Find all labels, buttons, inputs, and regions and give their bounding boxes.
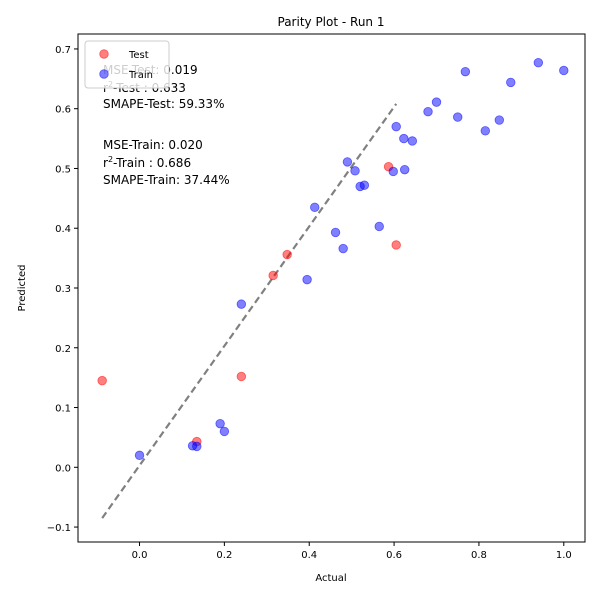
- y-tick-label: −0.1: [47, 523, 71, 534]
- train-point-26: [506, 77, 516, 88]
- axes: 0.0 0.2 0.4 0.6 0.8 1.0 −0.1 0.0 0.1 0.2 0.3 0.4 0.5…: [47, 33, 586, 561]
- y-tick-label: 0.6: [55, 105, 71, 116]
- legend-marker-train: [99, 69, 109, 79]
- train-point-10: [342, 157, 353, 167]
- test-point-0: [97, 375, 107, 386]
- train-point-17: [399, 133, 409, 144]
- legend-box: [84, 40, 170, 89]
- train-point-21: [431, 97, 442, 107]
- y-tick-label: 0.0: [55, 463, 71, 474]
- train-point-15: [388, 166, 398, 177]
- train-point-25: [494, 115, 504, 125]
- train-point-8: [330, 227, 341, 238]
- train-point-9: [338, 243, 348, 254]
- train-point-16: [391, 121, 401, 132]
- train-point-11: [350, 166, 360, 176]
- train-point-20: [423, 106, 433, 117]
- metric-annotation-3: MSE-Train: 0.020: [103, 138, 203, 152]
- legend-marker-test: [99, 49, 109, 59]
- train-point-28: [559, 65, 569, 76]
- y-tick-label: 0.5: [55, 164, 71, 175]
- parity-reference-line: [101, 103, 398, 519]
- y-tick-label: 0.3: [55, 284, 71, 295]
- x-tick-label: 0.4: [301, 550, 317, 561]
- x-tick-label: 0.8: [471, 550, 487, 561]
- metric-annotation-4: r2-Train : 0.686: [103, 155, 191, 170]
- train-point-3: [215, 418, 225, 429]
- legend: Test Train: [84, 40, 170, 89]
- train-point-27: [533, 57, 544, 68]
- y-tick-label: 0.1: [55, 404, 71, 415]
- y-tick-label: 0.4: [55, 224, 71, 235]
- reference-line-group: [101, 103, 398, 519]
- y-axis-label: Predicted: [17, 265, 28, 312]
- train-point-7: [310, 202, 320, 213]
- train-point-24: [480, 126, 490, 136]
- data-points-group: [97, 57, 569, 461]
- x-tick-label: 0.2: [216, 550, 232, 561]
- test-point-6: [391, 240, 401, 250]
- train-point-18: [399, 164, 410, 175]
- train-point-5: [236, 299, 247, 309]
- metric-annotation-5: SMAPE-Train: 37.44%: [103, 173, 230, 187]
- chart-title: Parity Plot - Run 1: [278, 15, 385, 29]
- x-axis-label: Actual: [315, 573, 346, 584]
- train-point-14: [374, 221, 384, 232]
- train-point-23: [460, 66, 471, 77]
- test-point-3: [268, 270, 278, 281]
- train-point-19: [407, 136, 418, 146]
- x-tick-label: 0.0: [132, 550, 148, 561]
- x-tick-label: 1.0: [556, 550, 572, 561]
- train-point-6: [302, 274, 312, 285]
- train-point-22: [453, 112, 463, 122]
- train-point-2: [192, 441, 202, 452]
- legend-label-train: Train: [128, 70, 153, 81]
- test-point-2: [236, 371, 247, 382]
- metric-annotation-2: SMAPE-Test: 59.33%: [103, 97, 224, 111]
- legend-label-test: Test: [128, 50, 149, 61]
- test-point-4: [282, 249, 292, 260]
- y-tick-label: 0.2: [55, 344, 71, 355]
- y-tick-label: 0.7: [55, 45, 71, 56]
- x-tick-label: 0.6: [386, 550, 402, 561]
- train-point-0: [134, 450, 145, 461]
- train-point-4: [219, 426, 230, 437]
- train-point-13: [359, 180, 370, 190]
